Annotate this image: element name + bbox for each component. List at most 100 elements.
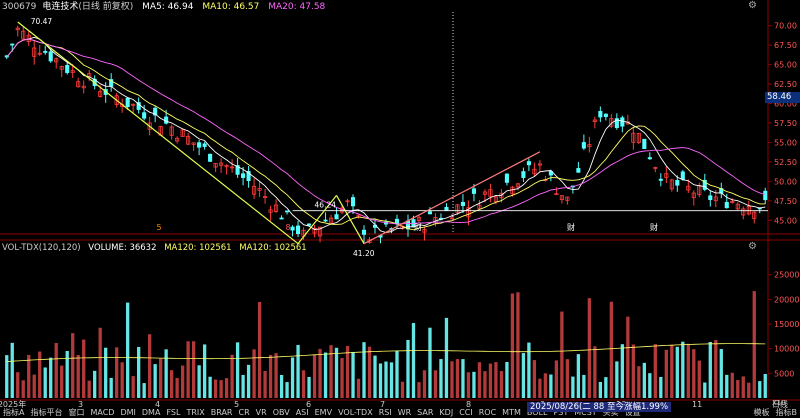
indicator-tab[interactable]: CCI xyxy=(459,408,473,417)
indicator-tab[interactable]: OBV xyxy=(272,408,290,417)
volume-tick-label: 20000 xyxy=(774,295,799,304)
candle-body xyxy=(598,111,603,118)
candle-body xyxy=(125,97,130,108)
candle-body xyxy=(197,142,202,148)
date-axis-label: 4 xyxy=(155,400,160,409)
volume-bar xyxy=(400,381,405,398)
indicator-tab[interactable]: ROC xyxy=(478,408,497,417)
indicator-tab[interactable]: MTM xyxy=(502,408,521,417)
volume-header: VOL-TDX(120,120) VOLUME: 36632 MA120: 10… xyxy=(2,242,312,254)
volume-bar xyxy=(648,373,652,398)
candles-group xyxy=(4,25,768,244)
candle-body xyxy=(334,214,339,220)
volume-bar xyxy=(516,292,520,398)
indicator-tab[interactable]: FSL xyxy=(166,408,181,417)
candle-body xyxy=(274,204,279,212)
candle-body xyxy=(532,168,537,175)
date-axis-label: 5 xyxy=(234,400,239,409)
volume-bar xyxy=(708,342,712,398)
volume-bar xyxy=(82,339,86,398)
candle-body xyxy=(169,126,174,136)
volume-bar xyxy=(455,359,460,398)
indicator-tab[interactable]: 买卖 xyxy=(602,408,619,417)
indicator-tab[interactable]: 指标平台 xyxy=(30,408,63,417)
indicator-tab[interactable]: SAR xyxy=(417,408,434,417)
candle-body xyxy=(587,144,592,148)
volume-bar xyxy=(571,376,575,398)
candle-body xyxy=(576,168,581,173)
volume-bar xyxy=(5,355,9,398)
indicator-tab[interactable]: MCST xyxy=(574,408,597,417)
volume-bar xyxy=(279,375,284,398)
indicator-tab[interactable]: 设置 xyxy=(624,408,641,417)
date-axis-label: 6 xyxy=(306,400,311,409)
trend-line xyxy=(363,151,541,245)
candle-body xyxy=(350,197,356,207)
price-tick-label: 65.00 xyxy=(774,61,797,70)
volume-bar xyxy=(615,361,619,398)
indicator-tab[interactable]: 指标A xyxy=(3,408,25,417)
indicator-tab[interactable]: ASI xyxy=(295,408,309,417)
indicator-tab[interactable]: VOL-TDX xyxy=(338,408,373,417)
volume-bar xyxy=(642,362,646,398)
volume-bar xyxy=(494,362,498,398)
volume-bar xyxy=(340,358,344,398)
candle-body xyxy=(603,113,608,117)
indicator-tab[interactable]: KDJ xyxy=(439,408,454,417)
indicator-tab[interactable]: BOLL xyxy=(526,408,548,417)
volume-bar xyxy=(208,376,212,398)
volume-bar xyxy=(703,382,707,398)
indicator-tab[interactable]: MACD xyxy=(90,408,115,417)
candle-body xyxy=(708,195,713,201)
candle-body xyxy=(488,189,493,197)
candle-body xyxy=(191,142,196,145)
indicator-tab[interactable]: PSY xyxy=(553,408,569,417)
candle-body xyxy=(515,183,520,188)
candle-body xyxy=(323,219,328,222)
volume-bar xyxy=(60,365,64,398)
indicator-tab[interactable]: WR xyxy=(397,408,412,417)
price-tick-label: 57.50 xyxy=(774,119,797,128)
volume-bar xyxy=(164,349,168,398)
ma10-legend: MA10: 46.57 xyxy=(202,2,260,12)
bottom-right-tab[interactable]: 模板 xyxy=(753,408,770,417)
indicator-tab[interactable]: EMV xyxy=(314,408,333,417)
volume-bar xyxy=(158,358,163,398)
indicator-tab[interactable]: DMA xyxy=(141,408,161,417)
indicator-tab[interactable]: DMI xyxy=(120,408,136,417)
date-axis-label: 11 xyxy=(692,400,702,409)
date-axis-label: 2025年 xyxy=(0,399,26,409)
candle-body xyxy=(686,185,691,191)
indicator-tab[interactable]: BRAR xyxy=(210,408,233,417)
volume-bar xyxy=(681,341,685,398)
candle-body xyxy=(21,30,26,40)
volume-bar xyxy=(378,363,383,398)
volume-bar xyxy=(268,354,273,398)
indicator-tab[interactable]: TRIX xyxy=(186,408,205,417)
indicator-tab[interactable]: 窗口 xyxy=(68,408,85,417)
indicator-tab[interactable]: RSI xyxy=(378,408,392,417)
candle-body xyxy=(213,163,218,168)
period-label-right: 日线 xyxy=(772,399,788,409)
candle-body xyxy=(131,103,136,106)
price-tick-label: 55.00 xyxy=(774,138,797,147)
bottom-right-tab[interactable]: 指标B xyxy=(775,408,798,417)
date-axis-label: 7 xyxy=(380,400,385,409)
volume-bar xyxy=(65,351,69,398)
candle-body xyxy=(416,217,422,221)
volume-bar xyxy=(32,374,36,398)
gear-icon[interactable]: ⚙ xyxy=(748,0,757,11)
volume-bar xyxy=(675,346,679,398)
volume-bar xyxy=(318,348,322,398)
indicator-tab[interactable]: VR xyxy=(255,408,267,417)
volume-bar xyxy=(406,339,410,398)
volume-tick-label: 15000 xyxy=(774,320,799,329)
volume-bar xyxy=(422,370,427,398)
candle-body xyxy=(208,153,213,162)
volume-bar xyxy=(109,377,113,398)
indicator-tab[interactable]: CR xyxy=(238,408,250,417)
volume-bar xyxy=(120,362,124,398)
volume-gear-icon[interactable]: ⚙ xyxy=(748,241,757,252)
high-price-label: 70.47 xyxy=(31,17,53,26)
